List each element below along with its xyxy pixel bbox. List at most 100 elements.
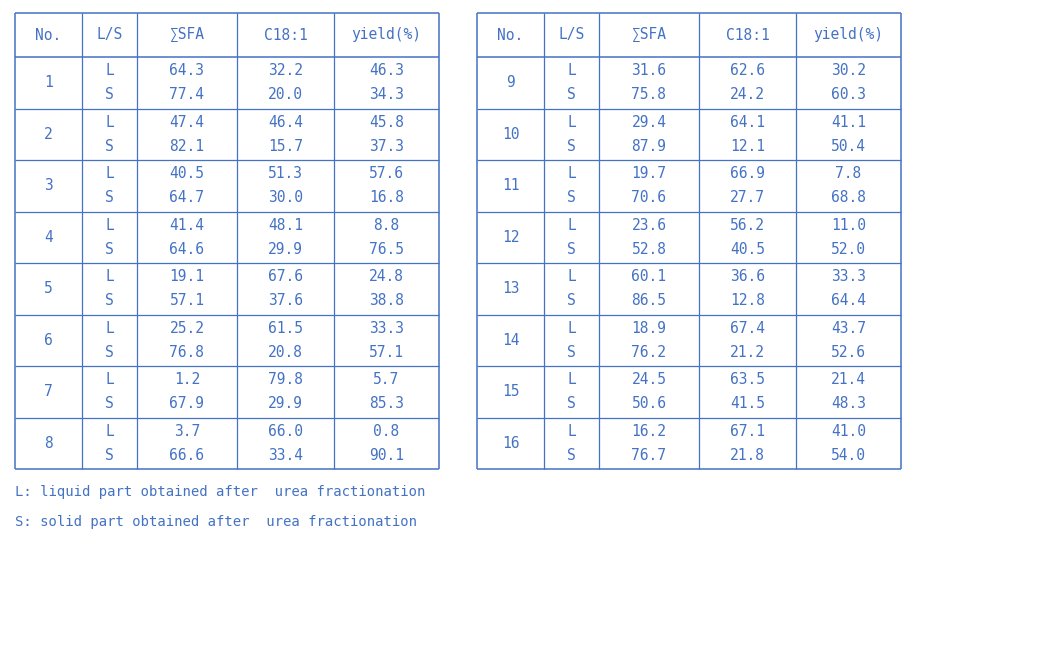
Text: L/S: L/S: [558, 28, 585, 42]
Text: 5.7: 5.7: [374, 372, 399, 387]
Text: 27.7: 27.7: [730, 190, 765, 205]
Text: 79.8: 79.8: [268, 372, 303, 387]
Text: 66.0: 66.0: [268, 424, 303, 439]
Text: 20.0: 20.0: [268, 87, 303, 102]
Text: 61.5: 61.5: [268, 321, 303, 336]
Text: 76.2: 76.2: [631, 344, 666, 360]
Text: 85.3: 85.3: [369, 396, 403, 411]
Text: 67.4: 67.4: [730, 321, 765, 336]
Text: L: L: [568, 321, 576, 336]
Text: 14: 14: [502, 332, 519, 348]
Text: S: S: [568, 87, 576, 102]
Text: 21.8: 21.8: [730, 447, 765, 463]
Text: L: L: [105, 218, 114, 233]
Text: 15: 15: [502, 384, 519, 399]
Text: 82.1: 82.1: [169, 139, 204, 153]
Text: 62.6: 62.6: [730, 63, 765, 79]
Text: 47.4: 47.4: [169, 115, 204, 130]
Text: yield(%): yield(%): [813, 28, 883, 42]
Text: 5: 5: [44, 281, 53, 296]
Text: 13: 13: [502, 281, 519, 296]
Text: S: solid part obtained after  urea fractionation: S: solid part obtained after urea fracti…: [15, 515, 417, 529]
Text: 7.8: 7.8: [836, 167, 862, 181]
Text: 16.8: 16.8: [369, 190, 403, 205]
Text: 76.5: 76.5: [369, 241, 403, 256]
Text: 41.0: 41.0: [831, 424, 866, 439]
Text: 90.1: 90.1: [369, 447, 403, 463]
Text: L: L: [105, 321, 114, 336]
Text: 11: 11: [502, 178, 519, 193]
Text: 60.3: 60.3: [831, 87, 866, 102]
Text: 57.1: 57.1: [169, 293, 204, 308]
Text: 48.1: 48.1: [268, 218, 303, 233]
Text: L: L: [568, 167, 576, 181]
Text: 21.2: 21.2: [730, 344, 765, 360]
Text: 29.9: 29.9: [268, 396, 303, 411]
Text: 64.4: 64.4: [831, 293, 866, 308]
Text: 12.1: 12.1: [730, 139, 765, 153]
Text: 33.4: 33.4: [268, 447, 303, 463]
Text: 19.1: 19.1: [169, 270, 204, 284]
Text: S: S: [568, 447, 576, 463]
Text: 33.3: 33.3: [369, 321, 403, 336]
Text: 1: 1: [44, 75, 53, 91]
Text: 60.1: 60.1: [631, 270, 666, 284]
Text: 86.5: 86.5: [631, 293, 666, 308]
Text: S: S: [568, 396, 576, 411]
Text: 52.8: 52.8: [631, 241, 666, 256]
Text: 30.0: 30.0: [268, 190, 303, 205]
Text: S: S: [105, 87, 114, 102]
Text: 19.7: 19.7: [631, 167, 666, 181]
Text: 40.5: 40.5: [169, 167, 204, 181]
Text: 66.6: 66.6: [169, 447, 204, 463]
Text: 12.8: 12.8: [730, 293, 765, 308]
Text: L: L: [568, 372, 576, 387]
Text: yield(%): yield(%): [352, 28, 421, 42]
Text: C18:1: C18:1: [264, 28, 307, 42]
Text: S: S: [105, 139, 114, 153]
Text: 33.3: 33.3: [831, 270, 866, 284]
Text: 16: 16: [502, 436, 519, 451]
Text: L/S: L/S: [96, 28, 123, 42]
Text: No.: No.: [498, 28, 523, 42]
Text: S: S: [105, 293, 114, 308]
Text: S: S: [105, 396, 114, 411]
Text: 7: 7: [44, 384, 53, 399]
Text: 70.6: 70.6: [631, 190, 666, 205]
Text: S: S: [568, 241, 576, 256]
Text: 46.3: 46.3: [369, 63, 403, 79]
Text: 87.9: 87.9: [631, 139, 666, 153]
Text: S: S: [105, 241, 114, 256]
Text: 3.7: 3.7: [174, 424, 200, 439]
Text: S: S: [568, 190, 576, 205]
Text: 57.1: 57.1: [369, 344, 403, 360]
Text: 6: 6: [44, 332, 53, 348]
Text: 16.2: 16.2: [631, 424, 666, 439]
Text: ∑SFA: ∑SFA: [169, 28, 204, 42]
Text: 10: 10: [502, 127, 519, 141]
Text: S: S: [568, 293, 576, 308]
Text: 64.6: 64.6: [169, 241, 204, 256]
Text: 76.8: 76.8: [169, 344, 204, 360]
Text: L: L: [105, 167, 114, 181]
Text: S: S: [105, 344, 114, 360]
Text: S: S: [568, 344, 576, 360]
Text: 56.2: 56.2: [730, 218, 765, 233]
Text: 8: 8: [44, 436, 53, 451]
Text: 34.3: 34.3: [369, 87, 403, 102]
Text: S: S: [568, 139, 576, 153]
Text: 12: 12: [502, 230, 519, 245]
Text: 29.9: 29.9: [268, 241, 303, 256]
Text: 4: 4: [44, 230, 53, 245]
Text: L: liquid part obtained after  urea fractionation: L: liquid part obtained after urea fract…: [15, 485, 426, 499]
Text: 52.0: 52.0: [831, 241, 866, 256]
Text: L: L: [105, 63, 114, 79]
Text: L: L: [105, 372, 114, 387]
Text: 8.8: 8.8: [374, 218, 399, 233]
Text: 64.3: 64.3: [169, 63, 204, 79]
Text: 0.8: 0.8: [374, 424, 399, 439]
Text: L: L: [568, 63, 576, 79]
Text: 45.8: 45.8: [369, 115, 403, 130]
Text: L: L: [568, 424, 576, 439]
Text: 43.7: 43.7: [831, 321, 866, 336]
